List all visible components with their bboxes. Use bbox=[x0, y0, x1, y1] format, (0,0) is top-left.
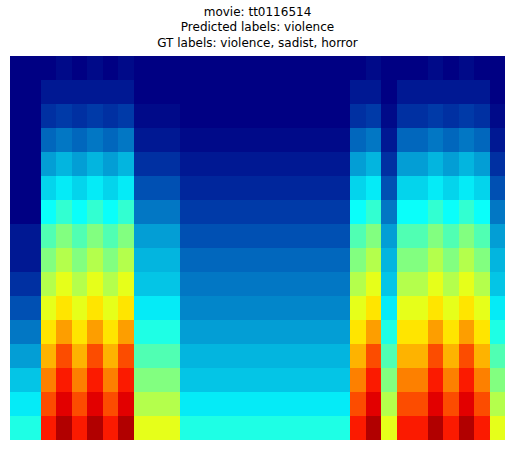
svg-text:movie: tt0116514Predicted labe: movie: tt0116514Predicted labels: violen… bbox=[157, 5, 358, 50]
